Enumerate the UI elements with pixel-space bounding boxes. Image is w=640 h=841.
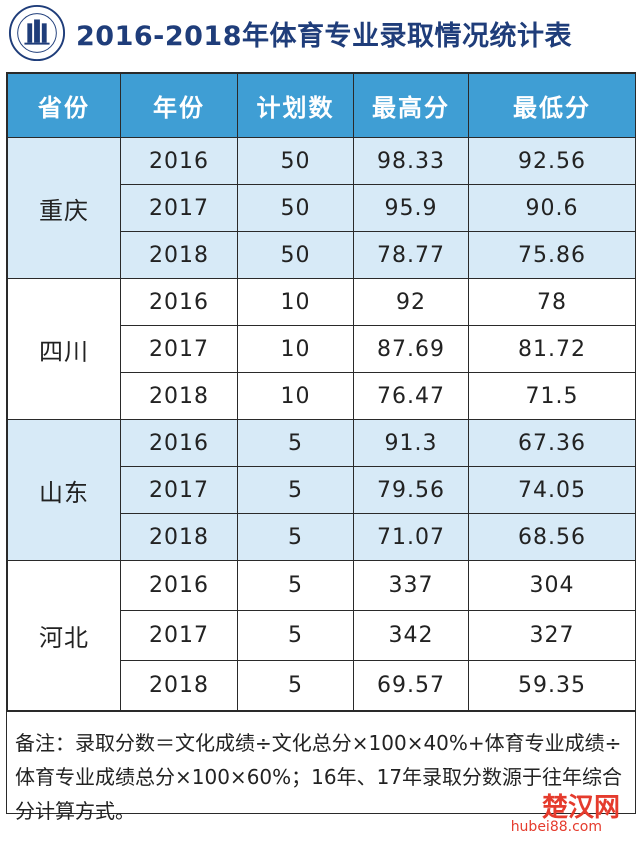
plan-cell: 5	[237, 560, 354, 611]
plan-cell: 5	[237, 513, 354, 561]
max-score-cell: 95.9	[353, 184, 469, 232]
col-header-year: 年份	[120, 73, 238, 138]
min-score-cell: 78	[468, 278, 636, 326]
province-cell: 山东	[7, 419, 121, 561]
year-cell: 2016	[120, 278, 238, 326]
col-header-min: 最低分	[468, 73, 636, 138]
max-score-cell: 78.77	[353, 231, 469, 279]
col-header-plan: 计划数	[237, 73, 354, 138]
table-row: 2018 10 76.47 71.5	[8, 372, 636, 420]
min-score-cell: 75.86	[468, 231, 636, 279]
year-cell: 2017	[120, 610, 238, 661]
max-score-cell: 98.33	[353, 137, 469, 185]
min-score-cell: 68.56	[468, 513, 636, 561]
plan-cell: 5	[237, 419, 354, 467]
province-cell: 河北	[7, 560, 121, 711]
watermark-brand: 楚汉网	[541, 793, 620, 823]
university-logo-icon	[8, 4, 66, 62]
year-cell: 2018	[120, 372, 238, 420]
min-score-cell: 90.6	[468, 184, 636, 232]
year-cell: 2018	[120, 660, 238, 711]
min-score-cell: 327	[468, 610, 636, 661]
max-score-cell: 76.47	[353, 372, 469, 420]
year-cell: 2016	[120, 137, 238, 185]
plan-cell: 50	[237, 137, 354, 185]
table-row: 四川 2016 10 92 78	[7, 278, 636, 420]
plan-cell: 10	[237, 278, 354, 326]
col-header-max: 最高分	[353, 73, 469, 138]
year-cell: 2018	[120, 513, 238, 561]
table-row: 重庆 2016 50 98.33 92.56	[7, 137, 636, 279]
year-cell: 2018	[120, 231, 238, 279]
table-row: 河北 2016 5 337 304	[7, 560, 636, 711]
year-cell: 2017	[120, 466, 238, 514]
min-score-cell: 304	[468, 560, 636, 611]
watermark-url: hubei88.com	[510, 819, 602, 835]
admission-table: 省份 年份 计划数 最高分 最低分 重庆 2016 50 98.33 92.56…	[6, 72, 636, 823]
plan-cell: 5	[237, 466, 354, 514]
table-row: 山东 2016 5 91.3 67.36	[7, 419, 636, 561]
max-score-cell: 87.69	[353, 325, 469, 373]
min-score-cell: 59.35	[468, 660, 636, 711]
province-cell: 重庆	[7, 137, 121, 279]
table-row: 2017 5 79.56 74.05	[8, 466, 636, 514]
year-cell: 2017	[120, 184, 238, 232]
table-row: 2018 5 69.57 59.35	[8, 660, 636, 711]
footnote: 备注：录取分数＝文化成绩÷文化总分×100×40%+体育专业成绩÷体育专业成绩总…	[7, 711, 635, 823]
min-score-cell: 67.36	[468, 419, 636, 467]
page-title: 2016-2018年体育专业录取情况统计表	[76, 21, 572, 52]
table-row: 2017 50 95.9 90.6	[8, 184, 636, 232]
watermark: 楚汉网 hubei88.com	[490, 789, 620, 835]
max-score-cell: 92	[353, 278, 469, 326]
plan-cell: 10	[237, 372, 354, 420]
plan-cell: 10	[237, 325, 354, 373]
plan-cell: 50	[237, 231, 354, 279]
min-score-cell: 81.72	[468, 325, 636, 373]
table-row: 2018 5 71.07 68.56	[8, 513, 636, 561]
max-score-cell: 79.56	[353, 466, 469, 514]
table-row: 2017 10 87.69 81.72	[8, 325, 636, 373]
max-score-cell: 337	[353, 560, 469, 611]
max-score-cell: 91.3	[353, 419, 469, 467]
province-cell: 四川	[7, 278, 121, 420]
plan-cell: 50	[237, 184, 354, 232]
year-cell: 2016	[120, 560, 238, 611]
col-header-province: 省份	[7, 73, 121, 138]
min-score-cell: 92.56	[468, 137, 636, 185]
year-cell: 2016	[120, 419, 238, 467]
header: 2016-2018年体育专业录取情况统计表	[0, 0, 640, 68]
min-score-cell: 74.05	[468, 466, 636, 514]
min-score-cell: 71.5	[468, 372, 636, 420]
max-score-cell: 71.07	[353, 513, 469, 561]
table-row: 2018 50 78.77 75.86	[8, 231, 636, 279]
plan-cell: 5	[237, 610, 354, 661]
plan-cell: 5	[237, 660, 354, 711]
max-score-cell: 69.57	[353, 660, 469, 711]
year-cell: 2017	[120, 325, 238, 373]
max-score-cell: 342	[353, 610, 469, 661]
table-header-row: 省份 年份 计划数 最高分 最低分	[7, 73, 636, 138]
